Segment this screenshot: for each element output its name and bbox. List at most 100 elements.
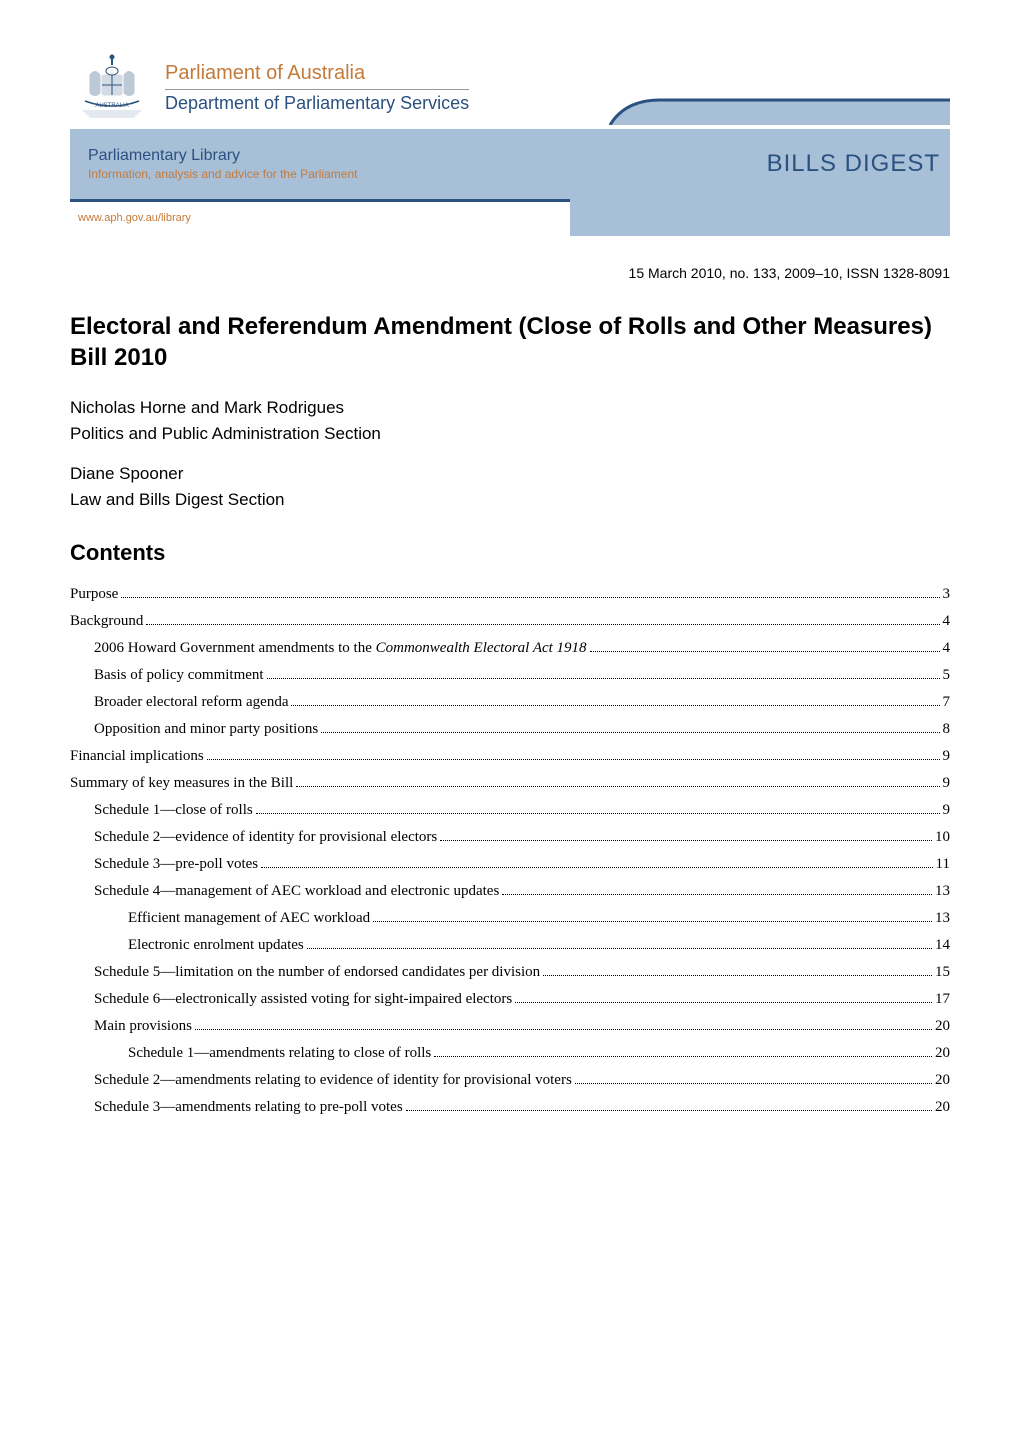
toc-leader: [502, 894, 932, 895]
header-top-row: AUSTRALIA Parliament of Australia Depart…: [70, 50, 950, 125]
toc-entry: Basis of policy commitment 5: [70, 667, 950, 684]
toc-leader: [373, 921, 932, 922]
bills-digest-label: BILLS DIGEST: [767, 150, 940, 178]
url-band-blue: [570, 199, 950, 236]
toc-leader: [575, 1083, 932, 1084]
toc-entry: Efficient management of AEC workload 13: [70, 910, 950, 927]
toc-entry-title: Schedule 6—electronically assisted votin…: [94, 991, 512, 1008]
toc-entry-title: Background: [70, 613, 143, 630]
toc-entry-page: 14: [935, 937, 950, 954]
toc-entry-title: Broader electoral reform agenda: [94, 694, 288, 711]
svg-text:AUSTRALIA: AUSTRALIA: [95, 103, 128, 109]
toc-entry: Schedule 4—management of AEC workload an…: [70, 883, 950, 900]
toc-entry-title: Basis of policy commitment: [94, 667, 264, 684]
section-1: Politics and Public Administration Secti…: [70, 424, 950, 444]
library-label-block: Parliamentary Library Information, analy…: [70, 147, 357, 181]
issue-metadata: 15 March 2010, no. 133, 2009–10, ISSN 13…: [70, 265, 950, 281]
toc-leader: [515, 1002, 932, 1003]
toc-leader: [543, 975, 932, 976]
toc-entry-page: 20: [935, 1018, 950, 1035]
toc-entry-page: 5: [943, 667, 951, 684]
toc-entry-page: 10: [935, 829, 950, 846]
toc-leader: [406, 1110, 932, 1111]
toc-leader: [261, 867, 932, 868]
library-subtitle: Information, analysis and advice for the…: [88, 167, 357, 181]
toc-entry-title: Schedule 1—amendments relating to close …: [128, 1045, 431, 1062]
toc-entry-page: 4: [943, 613, 951, 630]
toc-entry-title: 2006 Howard Government amendments to the…: [94, 640, 587, 657]
toc-entry: Summary of key measures in the Bill 9: [70, 775, 950, 792]
toc-entry-title: Purpose: [70, 586, 118, 603]
toc-leader: [195, 1029, 932, 1030]
header-titles: Parliament of Australia Department of Pa…: [165, 62, 469, 114]
library-title: Parliamentary Library: [88, 147, 357, 165]
toc-entry-title: Schedule 3—pre-poll votes: [94, 856, 258, 873]
toc-entry-page: 20: [935, 1099, 950, 1116]
toc-entry: Financial implications 9: [70, 748, 950, 765]
department-title: Department of Parliamentary Services: [165, 89, 469, 114]
toc-entry: Schedule 3—amendments relating to pre-po…: [70, 1099, 950, 1116]
toc-entry-page: 9: [943, 775, 951, 792]
toc-leader: [440, 840, 932, 841]
crest-icon: AUSTRALIA: [75, 53, 150, 123]
toc-entry: Main provisions 20: [70, 1018, 950, 1035]
section-2: Law and Bills Digest Section: [70, 490, 950, 510]
toc-entry: Schedule 2—amendments relating to eviden…: [70, 1072, 950, 1089]
toc-leader: [590, 651, 940, 652]
toc-entry: 2006 Howard Government amendments to the…: [70, 640, 950, 657]
library-url: www.aph.gov.au/library: [78, 212, 191, 224]
toc-entry-page: 11: [936, 856, 950, 873]
bill-title: Electoral and Referendum Amendment (Clos…: [70, 311, 950, 373]
toc-entry: Broader electoral reform agenda7: [70, 694, 950, 711]
toc-entry-title: Schedule 2—amendments relating to eviden…: [94, 1072, 572, 1089]
toc-entry: Purpose 3: [70, 586, 950, 603]
toc-entry: Opposition and minor party positions 8: [70, 721, 950, 738]
toc-entry-title: Schedule 1—close of rolls: [94, 802, 253, 819]
parliament-title: Parliament of Australia: [165, 62, 469, 85]
toc-entry-page: 9: [943, 748, 951, 765]
toc-entry-page: 20: [935, 1072, 950, 1089]
toc-entry-page: 3: [943, 586, 951, 603]
authors-1: Nicholas Horne and Mark Rodrigues: [70, 398, 950, 418]
toc-entry-page: 8: [943, 721, 951, 738]
toc-entry: Schedule 1—close of rolls 9: [70, 802, 950, 819]
toc-entry: Schedule 3—pre-poll votes 11: [70, 856, 950, 873]
toc-leader: [256, 813, 940, 814]
toc-entry-page: 15: [935, 964, 950, 981]
authors-2: Diane Spooner: [70, 464, 950, 484]
toc-entry-page: 13: [935, 883, 950, 900]
document-header: AUSTRALIA Parliament of Australia Depart…: [70, 50, 950, 240]
toc-entry-title: Schedule 4—management of AEC workload an…: [94, 883, 499, 900]
header-top-curve: [570, 50, 950, 125]
toc-leader: [267, 678, 940, 679]
toc-entry-title: Schedule 3—amendments relating to pre-po…: [94, 1099, 403, 1116]
toc-entry: Schedule 6—electronically assisted votin…: [70, 991, 950, 1008]
toc-entry-title: Opposition and minor party positions: [94, 721, 318, 738]
toc-entry-title: Efficient management of AEC workload: [128, 910, 370, 927]
table-of-contents: Purpose 3 Background 4 2006 Howard Governmen…: [70, 586, 950, 1116]
toc-entry: Schedule 5—limitation on the number of e…: [70, 964, 950, 981]
toc-leader: [296, 786, 939, 787]
toc-entry-page: 9: [943, 802, 951, 819]
toc-leader: [207, 759, 940, 760]
toc-entry-title: Schedule 2—evidence of identity for prov…: [94, 829, 437, 846]
contents-heading: Contents: [70, 540, 950, 566]
toc-entry: Electronic enrolment updates 14: [70, 937, 950, 954]
toc-entry-page: 20: [935, 1045, 950, 1062]
toc-entry: Schedule 1—amendments relating to close …: [70, 1045, 950, 1062]
toc-entry-page: 13: [935, 910, 950, 927]
toc-entry-title: Main provisions: [94, 1018, 192, 1035]
toc-entry-title: Financial implications: [70, 748, 204, 765]
toc-leader: [121, 597, 939, 598]
australian-crest: AUSTRALIA: [70, 50, 155, 125]
toc-entry-title: Summary of key measures in the Bill: [70, 775, 293, 792]
toc-entry-page: 4: [943, 640, 951, 657]
toc-entry: Schedule 2—evidence of identity for prov…: [70, 829, 950, 846]
toc-leader: [307, 948, 932, 949]
toc-entry-title: Schedule 5—limitation on the number of e…: [94, 964, 540, 981]
toc-entry: Background 4: [70, 613, 950, 630]
toc-entry-title: Electronic enrolment updates: [128, 937, 304, 954]
toc-leader: [291, 705, 939, 706]
header-blue-band: Parliamentary Library Information, analy…: [70, 129, 950, 199]
url-band: www.aph.gov.au/library: [70, 199, 950, 233]
